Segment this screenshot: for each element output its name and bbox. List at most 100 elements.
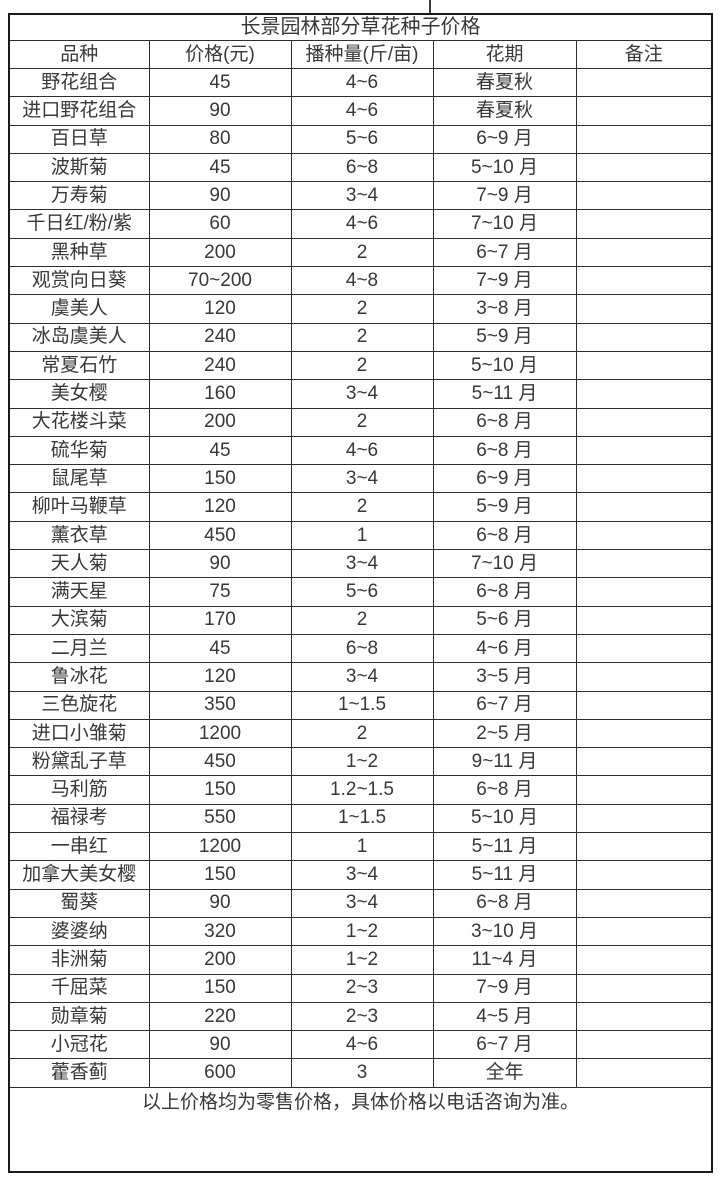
table-row: 常夏石竹 240 2 5~10 月	[8, 350, 713, 381]
cell-variety: 加拿大美女樱	[8, 860, 150, 890]
header-row: 品种 价格(元) 播种量(斤/亩) 花期 备注	[8, 40, 713, 69]
table-row: 百日草 80 5~6 6~9 月	[8, 124, 713, 154]
cell-price: 90	[148, 549, 292, 579]
cell-flowering-period: 5~6 月	[432, 605, 577, 635]
cell-variety: 三色旋花	[8, 690, 150, 720]
cell-sowing-rate: 6~8	[290, 152, 434, 183]
cell-note	[575, 152, 713, 183]
cell-note	[575, 577, 713, 607]
cell-flowering-period: 7~9 月	[432, 181, 577, 211]
cell-price: 150	[148, 775, 292, 805]
cell-note	[575, 1030, 713, 1060]
table-row: 鼠尾草 150 3~4 6~9 月	[8, 464, 713, 494]
cell-flowering-period: 4~6 月	[432, 633, 577, 664]
cell-price: 90	[148, 96, 292, 126]
table-row: 粉黛乱子草 450 1~2 9~11 月	[8, 747, 713, 777]
cell-variety: 千屈菜	[8, 973, 150, 1003]
cell-flowering-period: 5~11 月	[432, 379, 577, 409]
cell-note	[575, 407, 713, 437]
table-footnote: 以上价格均为零售价格，具体价格以电话咨询为准。	[8, 1086, 713, 1173]
table-row: 千日红/粉/紫 60 4~6 7~10 月	[8, 209, 713, 239]
cell-price: 60	[148, 209, 292, 239]
table-row: 千屈菜 150 2~3 7~9 月	[8, 973, 713, 1003]
table-row: 非洲菊 200 1~2 11~4 月	[8, 945, 713, 975]
cell-price: 200	[148, 945, 292, 975]
cell-note	[575, 973, 713, 1003]
cell-flowering-period: 6~9 月	[432, 124, 577, 154]
cell-price: 45	[148, 67, 292, 98]
cell-note	[575, 379, 713, 409]
table-row: 藿香蓟 600 3 全年	[8, 1058, 713, 1088]
table-row: 一串红 1200 1 5~11 月	[8, 832, 713, 862]
table-title: 长景园林部分草花种子价格	[8, 13, 713, 41]
cell-sowing-rate: 3~4	[290, 379, 434, 409]
cell-note	[575, 690, 713, 720]
cell-variety: 观赏向日葵	[8, 266, 150, 296]
column-header-sowing-rate: 播种量(斤/亩)	[290, 40, 434, 69]
cell-sowing-rate: 2	[290, 322, 434, 352]
cell-flowering-period: 5~10 月	[432, 350, 577, 381]
table-row: 黑种草 200 2 6~7 月	[8, 237, 713, 268]
cell-sowing-rate: 1~2	[290, 916, 434, 947]
cell-flowering-period: 3~10 月	[432, 916, 577, 947]
column-header-variety: 品种	[8, 40, 150, 69]
cell-note	[575, 662, 713, 692]
cell-sowing-rate: 4~6	[290, 435, 434, 466]
cell-note	[575, 945, 713, 975]
cell-flowering-period: 3~5 月	[432, 662, 577, 692]
cell-variety: 大滨菊	[8, 605, 150, 635]
cell-note	[575, 181, 713, 211]
cell-note	[575, 605, 713, 635]
table-row: 大花楼斗菜 200 2 6~8 月	[8, 407, 713, 437]
cell-flowering-period: 11~4 月	[432, 945, 577, 975]
cell-sowing-rate: 1~1.5	[290, 803, 434, 834]
cell-variety: 百日草	[8, 124, 150, 154]
cell-flowering-period: 5~9 月	[432, 322, 577, 352]
cell-variety: 婆婆纳	[8, 916, 150, 947]
cell-variety: 福禄考	[8, 803, 150, 834]
table-row: 马利筋 150 1.2~1.5 6~8 月	[8, 775, 713, 805]
cell-note	[575, 520, 713, 551]
cell-price: 550	[148, 803, 292, 834]
cell-price: 70~200	[148, 266, 292, 296]
cell-price: 450	[148, 520, 292, 551]
cell-flowering-period: 5~11 月	[432, 860, 577, 890]
top-tick-mark	[429, 0, 431, 15]
cell-sowing-rate: 4~8	[290, 266, 434, 296]
table-row: 三色旋花 350 1~1.5 6~7 月	[8, 690, 713, 720]
cell-sowing-rate: 5~6	[290, 124, 434, 154]
cell-flowering-period: 5~10 月	[432, 152, 577, 183]
cell-flowering-period: 6~8 月	[432, 775, 577, 805]
cell-price: 350	[148, 690, 292, 720]
cell-note	[575, 775, 713, 805]
cell-price: 600	[148, 1058, 292, 1088]
cell-price: 90	[148, 888, 292, 918]
cell-flowering-period: 7~9 月	[432, 266, 577, 296]
cell-variety: 薰衣草	[8, 520, 150, 551]
cell-variety: 蜀葵	[8, 888, 150, 918]
cell-flowering-period: 全年	[432, 1058, 577, 1088]
cell-sowing-rate: 3	[290, 1058, 434, 1088]
cell-price: 220	[148, 1001, 292, 1032]
cell-sowing-rate: 3~4	[290, 888, 434, 918]
cell-variety: 美女樱	[8, 379, 150, 409]
cell-variety: 野花组合	[8, 67, 150, 98]
cell-price: 320	[148, 916, 292, 947]
cell-note	[575, 860, 713, 890]
table-row: 柳叶马鞭草 120 2 5~9 月	[8, 492, 713, 522]
cell-note	[575, 1058, 713, 1088]
cell-sowing-rate: 3~4	[290, 181, 434, 211]
cell-sowing-rate: 3~4	[290, 860, 434, 890]
table-row: 二月兰 45 6~8 4~6 月	[8, 633, 713, 664]
cell-price: 160	[148, 379, 292, 409]
cell-variety: 二月兰	[8, 633, 150, 664]
cell-flowering-period: 6~8 月	[432, 520, 577, 551]
cell-variety: 进口小雏菊	[8, 718, 150, 749]
cell-variety: 天人菊	[8, 549, 150, 579]
cell-variety: 小冠花	[8, 1030, 150, 1060]
cell-note	[575, 266, 713, 296]
cell-flowering-period: 7~9 月	[432, 973, 577, 1003]
cell-variety: 马利筋	[8, 775, 150, 805]
cell-price: 80	[148, 124, 292, 154]
